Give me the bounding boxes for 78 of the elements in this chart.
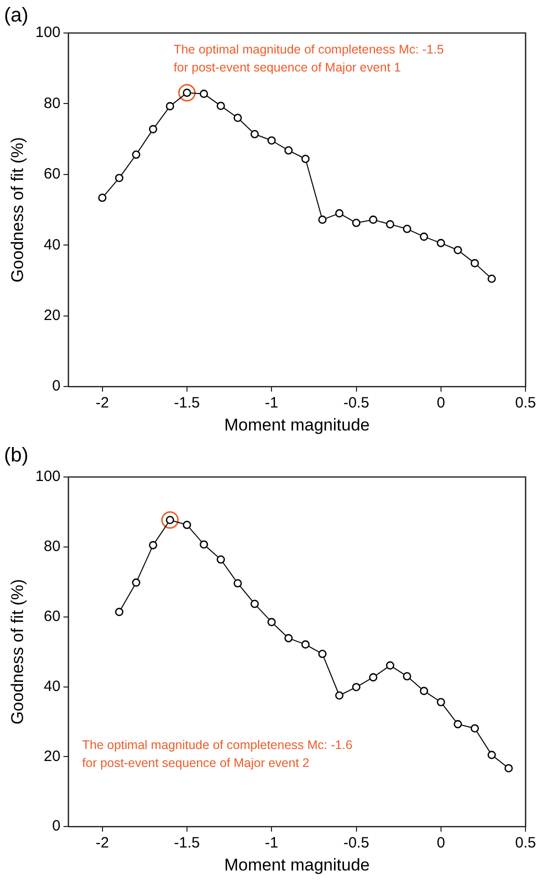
point bbox=[267, 136, 276, 145]
point bbox=[454, 720, 462, 728]
y-tick-label: 80 bbox=[44, 94, 60, 112]
x-axis-title: Moment magnitude bbox=[224, 855, 370, 874]
x-tick-label: 0.5 bbox=[515, 834, 536, 852]
y-tick-label: 0 bbox=[52, 818, 60, 835]
point bbox=[488, 274, 496, 283]
point bbox=[488, 750, 496, 760]
y-tick-label: 80 bbox=[44, 538, 60, 556]
point bbox=[335, 209, 344, 218]
point bbox=[132, 150, 140, 159]
point bbox=[250, 600, 259, 608]
x-tick-label: 0 bbox=[436, 394, 446, 412]
point bbox=[284, 146, 293, 155]
point bbox=[216, 555, 225, 564]
point bbox=[318, 650, 327, 658]
y-tick-label: 20 bbox=[44, 307, 60, 324]
point bbox=[216, 102, 225, 110]
x-tick-label: 0.5 bbox=[515, 394, 536, 412]
y-tick-label: 40 bbox=[44, 678, 60, 695]
point bbox=[284, 634, 293, 642]
point bbox=[115, 608, 124, 616]
y-axis-title: Goodness of fit (%) bbox=[8, 579, 27, 725]
point bbox=[420, 686, 428, 696]
y-tick-label: 20 bbox=[44, 748, 60, 765]
point bbox=[200, 90, 208, 98]
point bbox=[402, 672, 412, 680]
point bbox=[301, 154, 310, 164]
x-tick-label: -2 bbox=[96, 394, 109, 412]
point bbox=[335, 691, 344, 700]
point bbox=[98, 194, 106, 202]
y-tick-label: 100 bbox=[35, 468, 60, 486]
point bbox=[386, 661, 394, 670]
point bbox=[148, 125, 158, 134]
point bbox=[369, 216, 378, 224]
point bbox=[369, 673, 378, 682]
point bbox=[318, 216, 327, 224]
x-axis-title: Moment magnitude bbox=[224, 415, 370, 434]
x-tick-label: -2 bbox=[96, 834, 109, 852]
point bbox=[420, 232, 428, 241]
point bbox=[386, 220, 394, 228]
point bbox=[166, 102, 174, 110]
y-tick-label: 40 bbox=[44, 236, 60, 254]
y-tick-label: 100 bbox=[35, 24, 60, 42]
point bbox=[234, 579, 242, 588]
x-tick-label: -1.5 bbox=[174, 394, 200, 412]
point bbox=[352, 218, 360, 228]
point bbox=[234, 114, 242, 122]
point bbox=[470, 724, 479, 733]
annotation: The optimal magnitude of completeness Mc: -1.5 for post-event sequence of Major event 1 bbox=[174, 42, 444, 74]
y-tick-label: 0 bbox=[52, 378, 60, 395]
point bbox=[301, 640, 310, 649]
x-tick-label: -0.5 bbox=[343, 394, 370, 412]
x-tick-label: -1 bbox=[264, 834, 278, 852]
x-tick-label: 0 bbox=[436, 834, 446, 852]
point bbox=[352, 682, 360, 692]
y-axis-title: Goodness of fit (%) bbox=[8, 137, 27, 283]
point bbox=[250, 130, 259, 138]
x-tick-label: -0.5 bbox=[343, 834, 370, 852]
chart-title: (a) bbox=[4, 4, 28, 27]
point bbox=[402, 224, 412, 234]
point bbox=[454, 246, 462, 254]
point bbox=[470, 259, 479, 268]
y-tick-label: 60 bbox=[44, 608, 60, 625]
x-tick-label: -1 bbox=[264, 394, 278, 412]
point bbox=[200, 540, 208, 549]
point bbox=[132, 578, 140, 587]
chart-title: (b) bbox=[4, 444, 28, 467]
point bbox=[115, 174, 124, 182]
x-tick-label: -1.5 bbox=[174, 834, 200, 852]
point bbox=[148, 541, 158, 550]
point bbox=[182, 520, 192, 530]
point bbox=[504, 764, 513, 772]
point bbox=[436, 238, 446, 248]
annotation: The optimal magnitude of completeness Mc: -1.6 for post-event sequence of Major event 2 bbox=[82, 738, 352, 770]
point bbox=[267, 618, 276, 626]
y-tick-label: 60 bbox=[44, 166, 60, 183]
point bbox=[436, 698, 446, 706]
